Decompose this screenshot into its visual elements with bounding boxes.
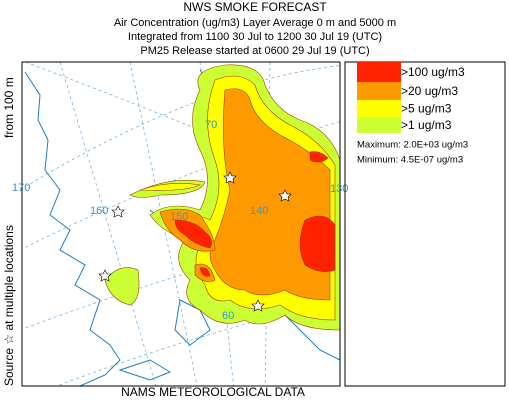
graticule-label: 140: [250, 205, 268, 217]
graticule-labels: 170 160 150 140 130 70 60: [12, 119, 348, 322]
subtitle: Air Concentration (ug/m3) Layer Average …: [114, 17, 396, 29]
map-area: [22, 62, 340, 386]
graticule-label: 150: [170, 211, 188, 223]
maximum: Maximum: 2.0E+03 ug/m3: [357, 140, 468, 151]
minimum: Minimum: 4.5E-07 ug/m3: [357, 155, 463, 166]
subtitle: PM25 Release started at 0600 29 Jul 19 (…: [140, 45, 369, 57]
graticule-label: 70: [205, 119, 217, 131]
graticule-label: 160: [90, 205, 108, 217]
source-label: Source ☆ at multiple locations: [2, 225, 16, 386]
map-frame: [21, 61, 341, 387]
legend-swatch: [357, 100, 401, 117]
legend-swatch: [357, 82, 401, 100]
legend-swatch: [357, 62, 401, 82]
graticule-label: 170: [12, 182, 30, 194]
subtitle: Integrated from 1100 30 Jul to 1200 30 J…: [128, 31, 382, 43]
legend-label: >100 ug/m3: [401, 65, 465, 79]
graticule-label: 130: [330, 183, 348, 195]
footer: NAMS METEOROLOGICAL DATA: [121, 385, 305, 399]
graticule-label: 60: [222, 310, 234, 322]
legend-label: >5 ug/m3: [401, 102, 452, 116]
legend-label: >20 ug/m3: [401, 84, 458, 98]
legend-frame: [344, 61, 506, 387]
title: NWS SMOKE FORECAST: [183, 0, 327, 14]
legend-swatch: [357, 117, 401, 133]
legend-label: >1 ug/m3: [401, 118, 452, 132]
legend: >100 ug/m3 >20 ug/m3 >5 ug/m3 >1 ug/m3: [357, 62, 465, 133]
height-label: from 100 m: [2, 77, 16, 138]
